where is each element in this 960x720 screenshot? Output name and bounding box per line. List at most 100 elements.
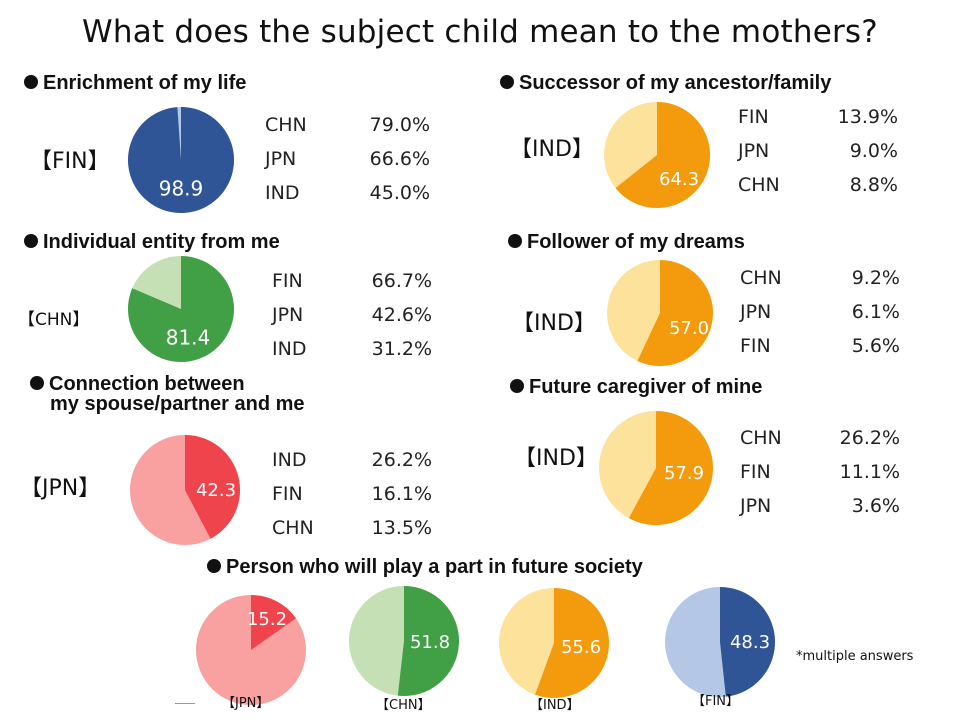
rank-value: 26.2% xyxy=(371,449,432,471)
panel-society-title: Person who will play a part in future so… xyxy=(207,556,643,579)
rank-value: 11.1% xyxy=(839,461,900,483)
society-pie-value-label: 15.2 xyxy=(247,609,287,630)
rank-country: JPN xyxy=(740,495,772,517)
panel-enrichment-title: Enrichment of my life xyxy=(24,72,246,95)
rank-value: 31.2% xyxy=(371,338,432,360)
ranking-successor: FIN 13.9% JPN 9.0% CHN 8.8% xyxy=(738,106,903,206)
rank-value: 42.6% xyxy=(371,304,432,326)
pie-value-label: 57.9 xyxy=(664,463,704,484)
rank-value: 13.5% xyxy=(371,517,432,539)
panel-connection-country: 【JPN】 xyxy=(20,476,101,501)
rank-value: 3.6% xyxy=(851,495,900,517)
rank-value: 6.1% xyxy=(851,301,900,323)
panel-caregiver-title: Future caregiver of mine xyxy=(510,376,762,399)
rank-value: 9.2% xyxy=(851,267,900,289)
panel-title-text: Follower of my dreams xyxy=(527,231,745,253)
panel-successor-country: 【IND】 xyxy=(510,137,594,162)
rank-country: JPN xyxy=(738,140,770,162)
divider xyxy=(175,703,195,704)
society-country-jpn: 【JPN】 xyxy=(222,696,270,711)
rank-value: 8.8% xyxy=(849,174,898,196)
pie-value-label: 57.0 xyxy=(669,318,709,339)
society-pie-value-label: 51.8 xyxy=(410,632,450,653)
rank-value: 66.7% xyxy=(371,270,432,292)
pie-value-slice xyxy=(628,411,713,525)
panel-enrichment-country: 【FIN】 xyxy=(30,149,110,174)
panel-title-text: Enrichment of my life xyxy=(43,72,247,94)
society-country-fin: 【FIN】 xyxy=(692,694,740,709)
panel-title-text: Connection between xyxy=(49,373,245,395)
ranking-caregiver: CHN 26.2% FIN 11.1% JPN 3.6% xyxy=(740,427,905,527)
rank-value: 16.1% xyxy=(371,483,432,505)
rank-country: FIN xyxy=(738,106,769,128)
pie-value-slice xyxy=(127,256,234,362)
panel-title-text: Successor of my ancestor/family xyxy=(519,72,832,94)
society-pie-value-slice xyxy=(720,587,775,697)
pie-value-slice xyxy=(615,102,711,209)
rank-country: CHN xyxy=(265,114,307,136)
panel-individual-country: 【CHN】 xyxy=(18,310,90,330)
pie-value-label: 98.9 xyxy=(159,177,204,201)
rank-country: FIN xyxy=(740,461,771,483)
society-country-chn: 【CHN】 xyxy=(376,698,431,713)
society-pie-value-slice xyxy=(397,586,459,696)
rank-value: 9.0% xyxy=(849,140,898,162)
panel-connection-title: Connection between my spouse/partner and … xyxy=(30,374,305,414)
bullet-icon xyxy=(508,234,522,248)
rank-country: CHN xyxy=(272,517,314,539)
ranking-individual: FIN 66.7% JPN 42.6% IND 31.2% xyxy=(272,270,437,370)
panel-caregiver-country: 【IND】 xyxy=(514,446,598,471)
panel-title-text: Individual entity from me xyxy=(43,231,280,253)
panel-follower-country: 【IND】 xyxy=(512,311,596,336)
rank-country: CHN xyxy=(740,267,782,289)
rank-country: IND xyxy=(272,449,307,471)
bullet-icon xyxy=(500,75,514,89)
panel-title-text: Future caregiver of mine xyxy=(529,376,763,398)
panel-individual-title: Individual entity from me xyxy=(24,231,280,254)
bullet-icon xyxy=(24,75,38,89)
bullet-icon xyxy=(207,559,221,573)
footnote: *multiple answers xyxy=(796,649,914,664)
ranking-enrichment: CHN 79.0% JPN 66.6% IND 45.0% xyxy=(265,114,435,214)
bullet-icon xyxy=(30,376,44,390)
pie-value-label: 42.3 xyxy=(196,480,236,501)
society-pie-value-label: 55.6 xyxy=(561,637,601,658)
panel-successor-title: Successor of my ancestor/family xyxy=(500,72,831,95)
rank-value: 13.9% xyxy=(837,106,898,128)
society-country-ind: 【IND】 xyxy=(530,698,580,713)
society-pie-value-slice xyxy=(535,588,609,698)
bullet-icon xyxy=(24,234,38,248)
rank-country: FIN xyxy=(272,483,303,505)
rank-value: 79.0% xyxy=(369,114,430,136)
rank-country: JPN xyxy=(272,304,304,326)
rank-country: IND xyxy=(272,338,307,360)
rank-value: 66.6% xyxy=(369,148,430,170)
page-title: What does the subject child mean to the … xyxy=(82,14,878,50)
bullet-icon xyxy=(510,379,524,393)
rank-value: 45.0% xyxy=(369,182,430,204)
pie-value-slice xyxy=(185,435,241,539)
rank-value: 26.2% xyxy=(839,427,900,449)
rank-country: JPN xyxy=(740,301,772,323)
pie-value-label: 81.4 xyxy=(166,326,211,350)
rank-country: CHN xyxy=(740,427,782,449)
panel-title-text: Person who will play a part in future so… xyxy=(226,556,643,578)
panel-title-text-line2: my spouse/partner and me xyxy=(50,393,305,415)
society-pie-value-label: 48.3 xyxy=(730,632,770,653)
rank-country: CHN xyxy=(738,174,780,196)
ranking-follower: CHN 9.2% JPN 6.1% FIN 5.6% xyxy=(740,267,905,367)
rank-country: FIN xyxy=(272,270,303,292)
rank-country: FIN xyxy=(740,335,771,357)
rank-value: 5.6% xyxy=(851,335,900,357)
ranking-connection: IND 26.2% FIN 16.1% CHN 13.5% xyxy=(272,449,437,549)
pie-value-slice xyxy=(637,260,713,366)
pie-value-label: 64.3 xyxy=(659,169,699,190)
rank-country: JPN xyxy=(265,148,297,170)
rank-country: IND xyxy=(265,182,300,204)
pie-value-slice xyxy=(128,107,235,214)
